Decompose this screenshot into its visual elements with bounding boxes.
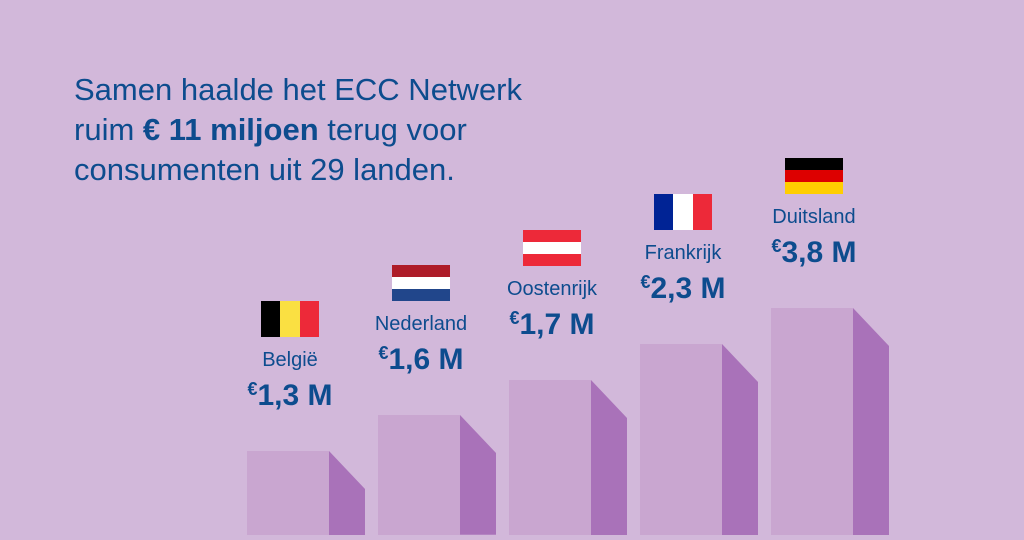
bar-4 (771, 308, 853, 535)
country-label: Nederland (346, 313, 496, 336)
headline-line1: Samen haalde het ECC Netwerk (74, 70, 594, 110)
bar-side-2 (591, 380, 627, 540)
value-label: €2,3 M (608, 272, 758, 306)
country-label: Duitsland (739, 206, 889, 229)
flag-stripe (392, 277, 450, 289)
value-label: €1,6 M (346, 343, 496, 377)
value-text: 1,3 M (257, 379, 332, 412)
bar-2 (509, 380, 591, 536)
flag-icon (785, 158, 843, 194)
flag-icon (523, 230, 581, 266)
flag-stripe (261, 301, 280, 337)
bar-side-0 (329, 451, 365, 540)
euro-sign: € (771, 236, 781, 256)
bar-3 (640, 344, 722, 535)
country-label: Oostenrijk (477, 278, 627, 301)
flag-stripe (392, 265, 450, 277)
flag-stripe (785, 170, 843, 182)
flag-icon (261, 301, 319, 337)
flag-stripe (693, 194, 712, 230)
headline-line2-pre: ruim (74, 112, 143, 147)
country-label: België (215, 349, 365, 372)
flag-icon (654, 194, 712, 230)
bar-1 (378, 415, 460, 535)
bar-side-4 (853, 308, 889, 540)
euro-sign: € (378, 343, 388, 363)
flag-stripe (523, 230, 581, 242)
headline-amount: € 11 miljoen (143, 112, 319, 147)
euro-sign: € (247, 379, 257, 399)
flag-stripe (523, 254, 581, 266)
flag-icon (392, 265, 450, 301)
country-label: Frankrijk (608, 242, 758, 265)
value-text: 2,3 M (650, 272, 725, 305)
flag-stripe (523, 242, 581, 254)
value-label: €1,7 M (477, 308, 627, 342)
value-text: 1,7 M (519, 308, 594, 341)
flag-stripe (785, 158, 843, 170)
value-text: 3,8 M (781, 236, 856, 269)
bar-side-1 (460, 415, 496, 540)
bar-0 (247, 451, 329, 535)
value-label: €1,3 M (215, 379, 365, 413)
headline: Samen haalde het ECC Netwerk ruim € 11 m… (74, 70, 594, 190)
value-text: 1,6 M (388, 343, 463, 376)
headline-line2-post: terug voor (319, 112, 467, 147)
euro-sign: € (509, 308, 519, 328)
flag-stripe (300, 301, 319, 337)
headline-line3: consumenten uit 29 landen. (74, 150, 594, 190)
euro-sign: € (640, 272, 650, 292)
flag-stripe (785, 182, 843, 194)
flag-stripe (654, 194, 673, 230)
flag-stripe (673, 194, 692, 230)
value-label: €3,8 M (739, 236, 889, 270)
flag-stripe (392, 289, 450, 301)
bar-side-3 (722, 344, 758, 540)
flag-stripe (280, 301, 299, 337)
